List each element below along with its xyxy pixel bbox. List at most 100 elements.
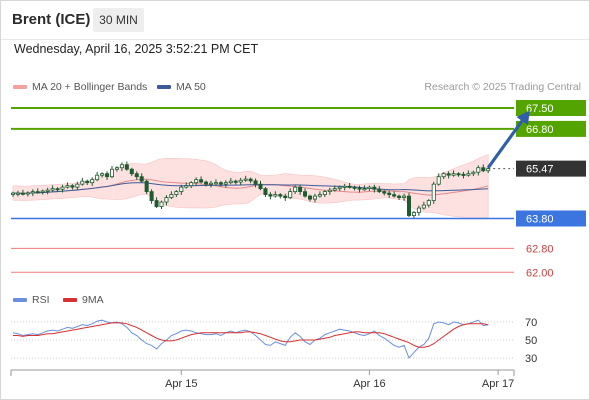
candle-body (159, 201, 164, 207)
candle-body (421, 204, 426, 209)
candle-body (347, 185, 352, 188)
candle-body (134, 173, 139, 178)
candle-body (357, 187, 362, 190)
legend-ma20-swatch (13, 85, 27, 90)
candle-body (174, 191, 179, 196)
candle-body (65, 185, 70, 188)
candle-body (248, 178, 253, 182)
candle-body (486, 168, 491, 172)
candle-body (189, 182, 194, 187)
level-label-62-80: 62.80 (526, 243, 554, 255)
candle-body (253, 180, 258, 185)
candle-body (95, 174, 100, 181)
candle-body (283, 195, 288, 198)
candle-body (184, 185, 189, 188)
candle-body (471, 171, 476, 175)
candle-body (298, 186, 303, 193)
candle-body (144, 180, 149, 193)
candle-body (278, 194, 283, 197)
level-label-65-47: 65.47 (526, 164, 554, 176)
candle-body (85, 180, 90, 184)
candle-body (268, 194, 273, 197)
candle-body (317, 194, 322, 197)
rsi-tick-label-70: 70 (525, 317, 537, 329)
candle-body (208, 182, 213, 185)
candle-body (25, 192, 30, 195)
candle-body (392, 194, 397, 197)
candle-body (367, 186, 372, 190)
candle-body (402, 195, 407, 198)
candle-body (199, 179, 204, 183)
candle-body (411, 212, 416, 216)
candle-body (218, 182, 223, 185)
level-tag-63-80 (516, 210, 586, 227)
candle-body (124, 164, 129, 170)
candle-body (481, 167, 486, 172)
legend-rsi-label: RSI (32, 294, 50, 306)
candle-body (293, 186, 298, 193)
candle-body (45, 189, 50, 192)
candle-body (352, 186, 357, 189)
candle-body (105, 173, 110, 178)
candle-body (416, 207, 421, 213)
level-tag-65-47 (516, 160, 586, 177)
candle-body (243, 178, 248, 181)
legend-rsi-ma-swatch (63, 298, 77, 303)
level-tag-67-50 (516, 100, 586, 116)
candle-body (119, 164, 124, 169)
candle-body (342, 185, 347, 188)
instrument-title: Brent (ICE) (12, 11, 91, 28)
candle-body (332, 188, 337, 191)
timeframe-button[interactable]: 30 MIN (93, 8, 144, 32)
candle-body (258, 183, 263, 190)
candle-body (55, 188, 60, 191)
rsi-ma-line (13, 322, 489, 348)
legend-ma20-label: MA 20 + Bollinger Bands (32, 81, 148, 93)
candle-body (20, 192, 25, 195)
forecast-arrow-head (516, 110, 530, 126)
candle-body (312, 195, 317, 200)
legend-rsi: RSI (13, 294, 50, 306)
candle-body (441, 173, 446, 178)
candle-body (30, 191, 35, 194)
rsi-tick-label-30: 30 (525, 353, 537, 365)
candle-body (377, 188, 382, 193)
candle-body (154, 200, 159, 207)
candle-body (337, 186, 342, 190)
candle-body (303, 191, 308, 197)
legend-ma50: MA 50 (157, 81, 206, 93)
legend-rsi-ma: 9MA (63, 294, 104, 306)
candle-body (194, 179, 199, 184)
candle-body (263, 188, 268, 196)
ma50-line (13, 182, 489, 194)
candle-body (139, 176, 144, 182)
candle-body (129, 168, 134, 175)
candle-body (10, 192, 15, 196)
candle-body (90, 179, 95, 184)
candle-body (110, 168, 115, 178)
candle-body (35, 191, 40, 194)
level-label-62-00: 62.00 (526, 267, 554, 279)
candle-body (15, 192, 20, 195)
chart-header: Brent (ICE) 30 MIN (1, 1, 589, 40)
candle-body (233, 180, 238, 183)
candle-body (372, 186, 377, 190)
candle-body (451, 173, 456, 176)
candle-body (179, 186, 184, 193)
candle-body (204, 181, 209, 185)
candle-body (476, 167, 481, 173)
level-label-63-80: 63.80 (526, 214, 554, 226)
candle-body (228, 180, 233, 184)
candle-body (114, 167, 119, 170)
candle-body (307, 195, 312, 200)
rsi-tick-label-50: 50 (525, 335, 537, 347)
candle-body (446, 173, 451, 176)
chart-datetime: Wednesday, April 16, 2025 3:52:21 PM CET (14, 42, 259, 56)
candle-body (406, 195, 411, 216)
candle-body (426, 200, 431, 206)
rsi-line (12, 319, 489, 359)
candle-body (75, 183, 80, 188)
candle-body (431, 183, 436, 201)
candle-body (40, 190, 45, 193)
candle-body (387, 192, 392, 196)
